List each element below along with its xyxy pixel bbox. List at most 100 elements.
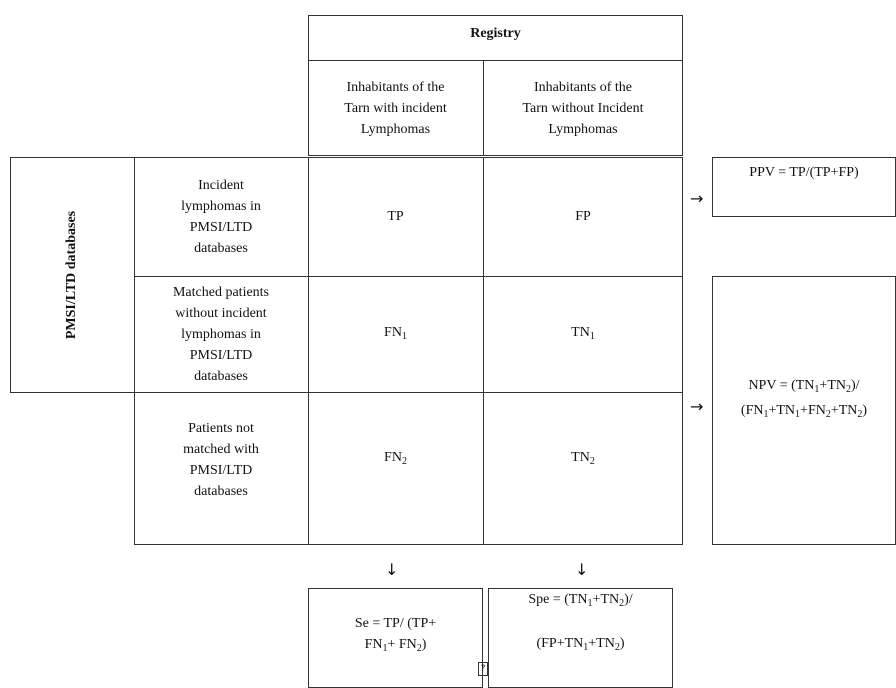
grid-col-divider-1 (308, 157, 309, 545)
cell-tn2: TN2 (483, 392, 683, 545)
row3-label-line-4: databases (194, 483, 248, 499)
spe-l1-s1: 1 (587, 597, 593, 609)
row-label-divider (134, 157, 135, 393)
grid-col-divider-2 (483, 157, 484, 545)
pmsi-label: PMSI/LTD databases (10, 157, 134, 392)
ppv-arrow-icon: → (690, 191, 703, 207)
tn1-sub: 1 (589, 330, 595, 342)
row2-label-line-3: lymphomas in (181, 326, 261, 342)
col-with-line-2: Tarn with incident (344, 100, 447, 116)
col-with-line-1: Inhabitants of the (346, 79, 445, 95)
se-arrow-glyph: ↓ (385, 560, 399, 579)
col-without-line-1: Inhabitants of the (534, 79, 632, 95)
spe-l1-a: Spe = (TN (528, 591, 588, 607)
row2-label-line-4: PMSI/LTD (189, 347, 253, 363)
npv-l1-a: NPV = (TN (748, 378, 815, 393)
spe-l2-s1: 1 (583, 641, 589, 653)
spe-line-1: Spe = (TN1+TN2)/ (528, 589, 632, 614)
spe-arrow-glyph: ↓ (575, 560, 589, 579)
se-line-2: FN1+ FN2) (365, 634, 427, 659)
col-without-line-3: Lymphomas (548, 121, 618, 137)
row-incident-label: Incident lymphomas in PMSI/LTD databases (134, 157, 308, 276)
row1-label-line-3: PMSI/LTD (189, 219, 253, 235)
fn2-sub: 2 (401, 456, 407, 467)
npv-arrow-icon: → (690, 399, 703, 415)
cell-fn1: FN1 (308, 276, 483, 392)
row1-label-line-1: Incident (198, 177, 244, 193)
unmatched-row-box (134, 392, 683, 545)
pmsi-label-text: PMSI/LTD databases (64, 210, 79, 339)
registry-title-divider (308, 60, 683, 61)
ppv-formula: PPV = TP/(TP+FP) (712, 160, 896, 184)
registry-title: Registry (308, 15, 683, 51)
npv-l2-b: +TN (768, 403, 796, 418)
fp-text: FP (575, 209, 591, 224)
npv-l1-b: +TN (819, 378, 846, 393)
npv-line-1: NPV = (TN1+TN2)/ (748, 375, 859, 400)
fn1-text: FN1 (384, 322, 407, 347)
registry-header-box (308, 15, 683, 156)
tn1-main: TN (571, 324, 590, 340)
ppv-arrow-glyph: → (690, 189, 704, 208)
npv-l1-s1: 1 (814, 384, 820, 395)
missing-glyph-icon: ? (478, 662, 488, 676)
cell-tn1: TN1 (483, 276, 683, 392)
fn1-sub: 1 (401, 330, 407, 342)
se-formula: Se = TP/ (TP+ FN1+ FN2) (308, 612, 483, 660)
cell-fp: FP (483, 157, 683, 276)
tn1-text: TN1 (571, 322, 595, 347)
row3-label-line-3: PMSI/LTD (189, 462, 253, 478)
cell-tp: TP (308, 157, 483, 276)
npv-l2-a: (FN (740, 403, 764, 418)
se-l2-b: + FN (387, 637, 417, 652)
spe-l1-b: +TN (592, 591, 620, 607)
col-with-line-3: Lymphomas (360, 121, 431, 137)
row-unmatched-label: Patients not matched with PMSI/LTD datab… (134, 392, 308, 545)
spe-formula-line-1: Spe = (TN1+TN2)/ (488, 589, 673, 613)
spe-l2-a: (FP+TN (536, 635, 584, 651)
fn1-main: FN (384, 324, 402, 340)
spe-arrow-icon: ↓ (575, 562, 588, 578)
row2-label-line-1: Matched patients (172, 284, 270, 300)
se-l2-s1: 1 (382, 643, 388, 654)
grid-row-divider-1 (134, 276, 683, 277)
registry-col-with-incident: Inhabitants of the Tarn with incident Ly… (308, 60, 483, 156)
npv-l2-s2: 1 (795, 409, 801, 420)
npv-line-2: (FN1+TN1+FN2+TN2) (741, 400, 867, 425)
row1-label-line-2: lymphomas in (181, 198, 261, 214)
spe-l2-c: ) (619, 635, 625, 651)
npv-l2-c: +FN (800, 403, 826, 418)
npv-l2-s3: 2 (825, 409, 831, 420)
se-l2-c: ) (421, 637, 427, 652)
registry-title-text: Registry (470, 25, 521, 41)
npv-l1-s2: 2 (845, 384, 851, 395)
se-l2-s2: 2 (416, 643, 422, 654)
row1-label-line-4: databases (194, 240, 248, 256)
registry-col-without-incident: Inhabitants of the Tarn without Incident… (483, 60, 683, 156)
tp-text: TP (387, 209, 404, 224)
npv-l2-e: ) (862, 403, 868, 418)
se-l2-a: FN (364, 637, 383, 652)
spe-l1-c: )/ (624, 591, 633, 607)
se-arrow-icon: ↓ (385, 562, 398, 578)
spe-l1-s2: 2 (619, 597, 625, 609)
npv-l2-d: +TN (830, 403, 858, 418)
col-without-line-2: Tarn without Incident (522, 100, 644, 116)
fn2-text: FN2 (384, 447, 407, 472)
tn2-text: TN2 (571, 447, 595, 472)
row3-label-line-2: matched with (183, 441, 259, 457)
npv-arrow-glyph: → (690, 397, 704, 416)
spe-formula-line-2: (FP+TN1+TN2) (488, 633, 673, 657)
spe-line-2: (FP+TN1+TN2) (536, 633, 624, 658)
npv-l2-s4: 2 (857, 409, 863, 420)
npv-l2-s1: 1 (763, 409, 769, 420)
ppv-text: PPV = TP/(TP+FP) (749, 164, 859, 180)
spe-l2-b: +TN (588, 635, 615, 651)
tn2-sub: 2 (589, 456, 595, 467)
row3-label-line-1: Patients not (188, 420, 254, 436)
fn2-main: FN (384, 450, 402, 465)
se-line-1: Se = TP/ (TP+ (354, 616, 437, 631)
row-matched-label: Matched patients without incident lympho… (134, 276, 308, 392)
npv-l1-c: )/ (850, 378, 860, 393)
cell-fn2: FN2 (308, 392, 483, 545)
